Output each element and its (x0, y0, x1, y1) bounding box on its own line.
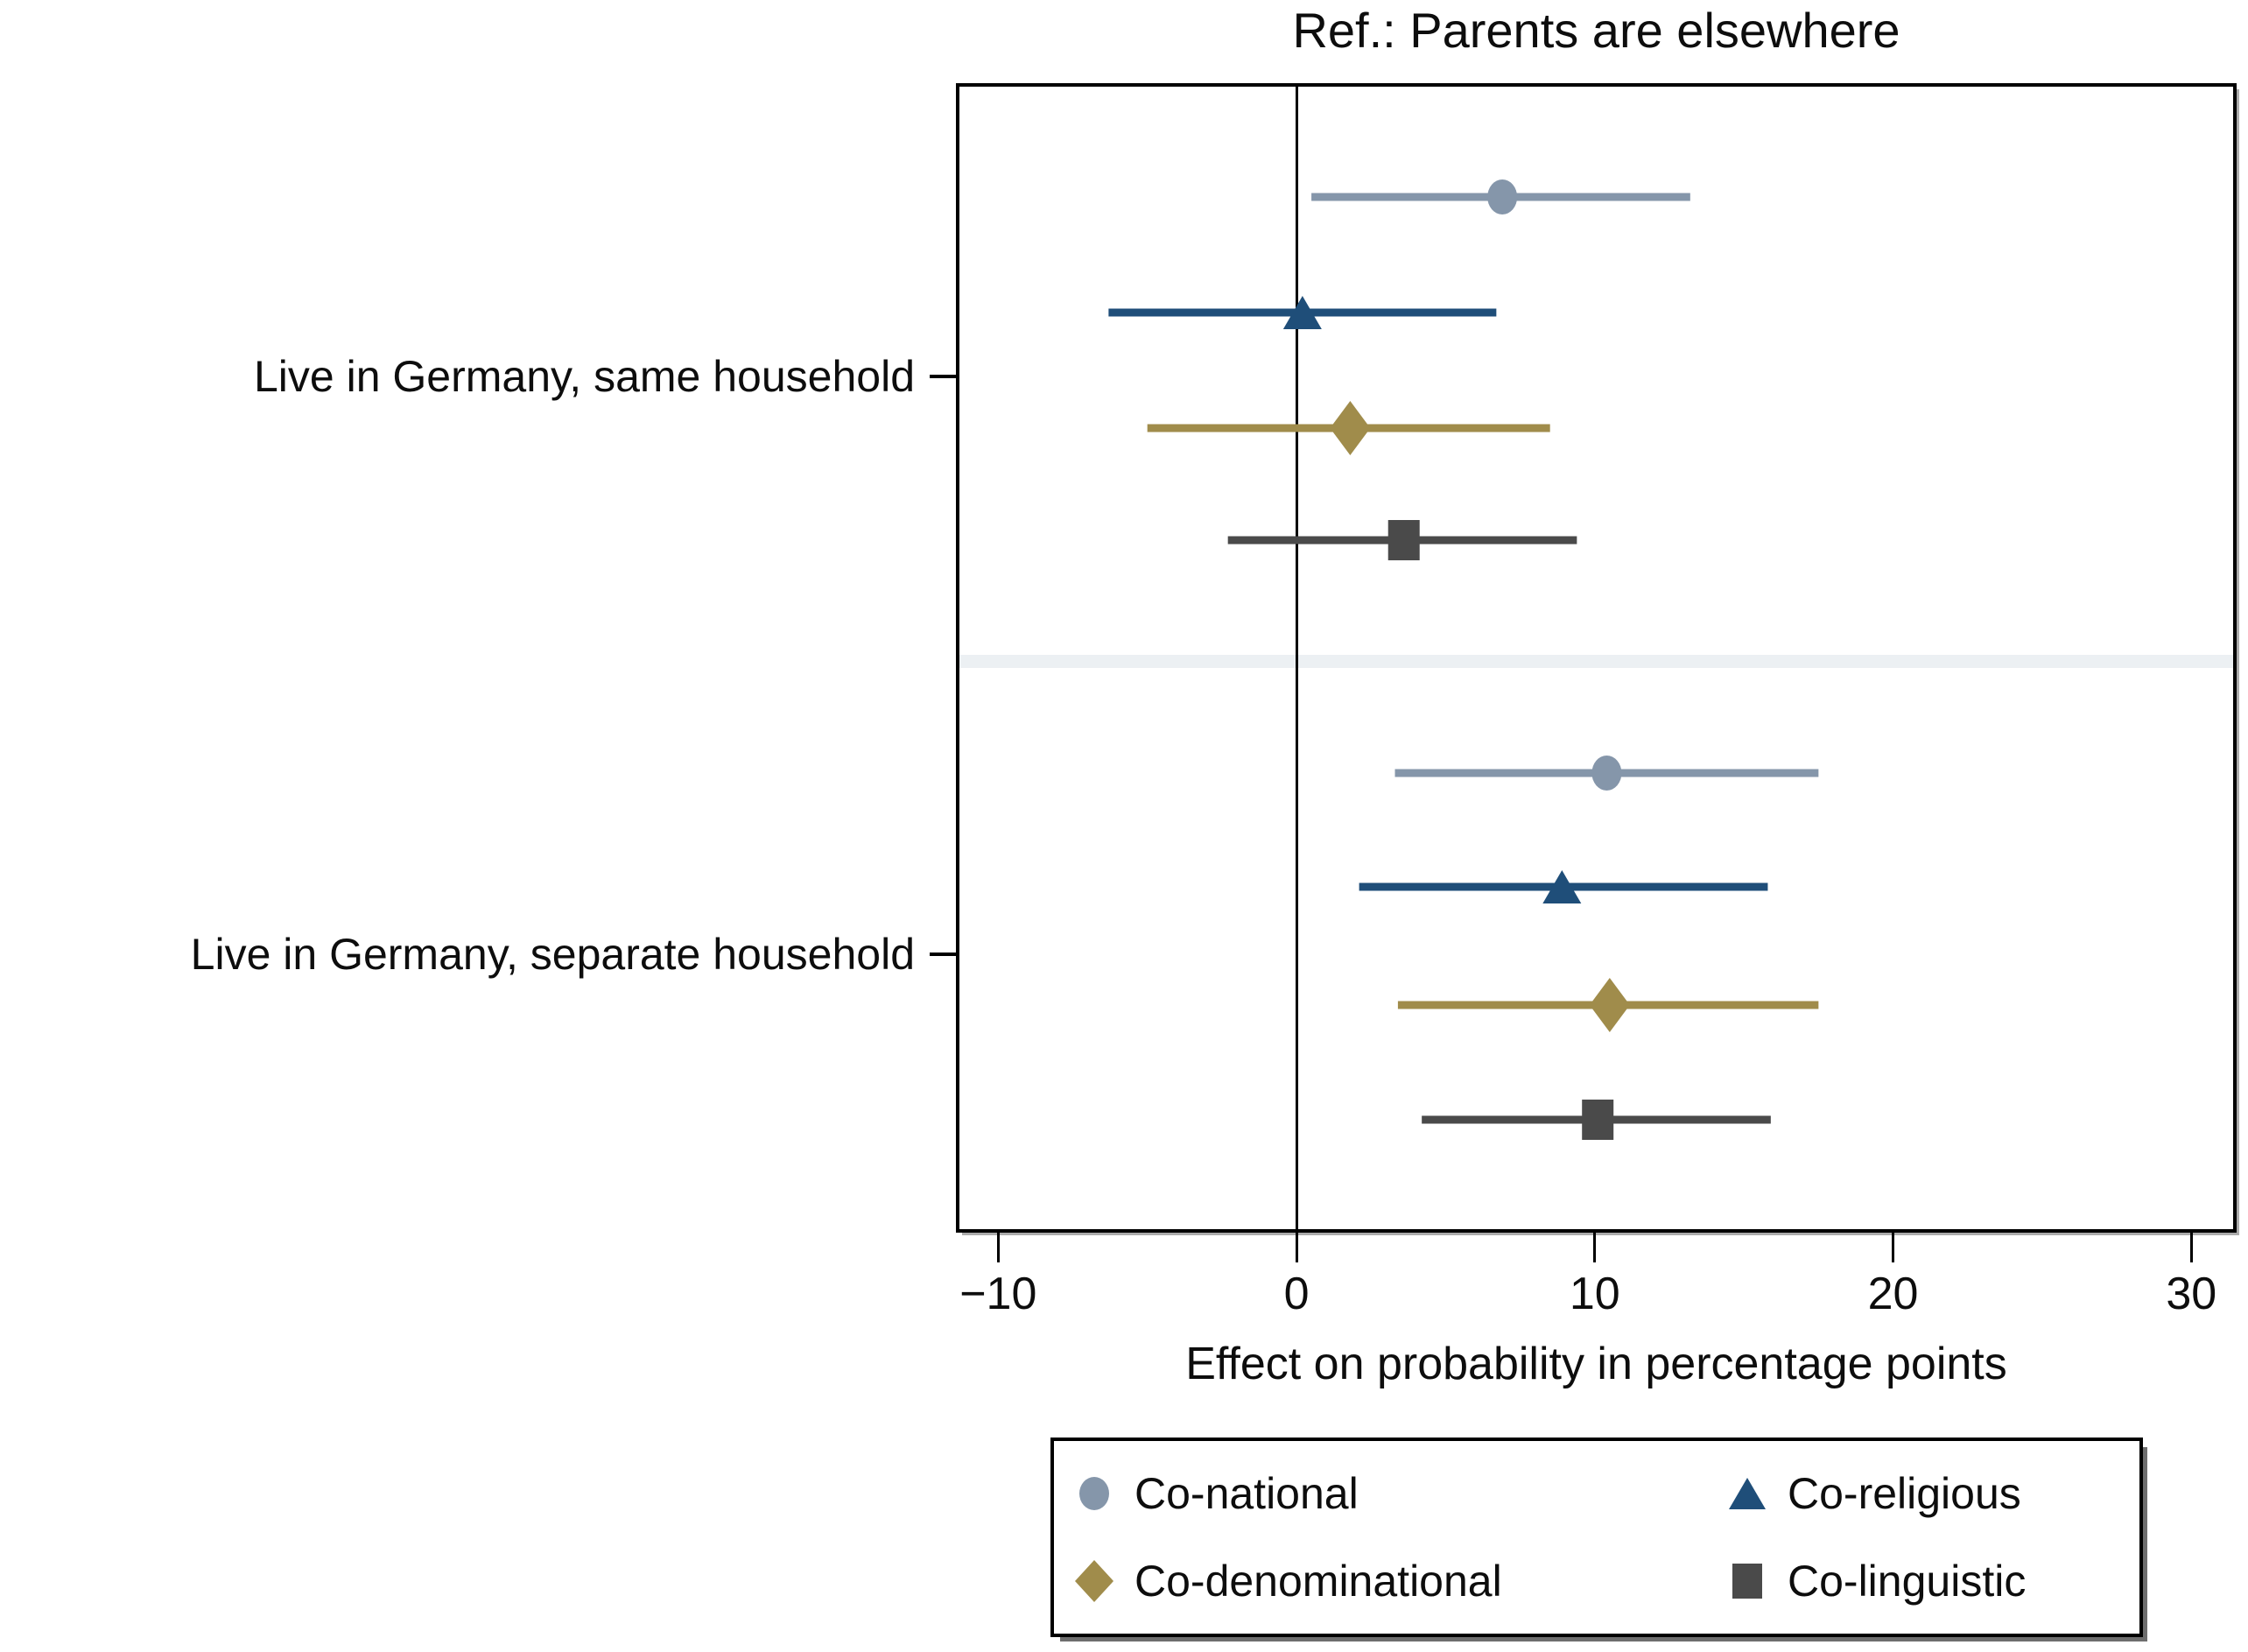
point-estimate-marker (1591, 756, 1622, 791)
co-linguistic-square-icon (1732, 1564, 1762, 1599)
co-national-circle-icon (1079, 1477, 1109, 1510)
zero-reference-line (1295, 87, 1298, 1229)
x-tick-label: −10 (959, 1269, 1037, 1319)
y-axis-label-separate-household: Live in Germany, separate household (190, 930, 915, 979)
co-denominational-diamond-icon (1075, 1560, 1113, 1602)
x-tick (1295, 1233, 1298, 1262)
point-estimate-marker (1487, 179, 1518, 214)
legend-item-co-linguistic: Co-linguistic (1721, 1550, 2026, 1613)
x-tick (1892, 1233, 1895, 1262)
point-estimate-marker (1282, 296, 1322, 329)
legend-label: Co-linguistic (1788, 1557, 2027, 1606)
point-estimate-marker (1387, 520, 1420, 560)
legend-item-co-national: Co-national (1068, 1462, 1359, 1525)
x-axis-title: Effect on probability in percentage poin… (1185, 1339, 2007, 1389)
chart-title: Ref.: Parents are elsewhere (1292, 3, 1900, 58)
x-tick-label: 30 (2166, 1269, 2217, 1319)
y-axis-tick-group2 (930, 953, 956, 956)
x-tick (1593, 1233, 1597, 1262)
x-tick-label: 20 (1867, 1269, 1919, 1319)
legend-label: Co-denominational (1135, 1557, 1502, 1606)
y-axis-label-same-household: Live in Germany, same household (253, 352, 915, 401)
point-estimate-marker (1582, 1100, 1614, 1140)
data-points-layer (1108, 179, 1819, 1140)
legend-label: Co-national (1135, 1469, 1359, 1518)
x-tick-label: 0 (1283, 1269, 1310, 1319)
co-religious-triangle-icon (1729, 1478, 1766, 1509)
x-tick (2189, 1233, 2193, 1262)
plot-area (956, 83, 2237, 1233)
legend-item-co-denominational: Co-denominational (1068, 1550, 1502, 1613)
legend-item-co-religious: Co-religious (1721, 1462, 2021, 1525)
x-tick (996, 1233, 1000, 1262)
group-divider-line (959, 655, 2233, 668)
legend-label: Co-religious (1788, 1469, 2021, 1518)
point-estimate-marker (1589, 978, 1630, 1032)
legend: Co-national Co-religious Co-denomination… (1050, 1438, 2143, 1637)
y-axis-tick-group1 (930, 375, 956, 378)
point-estimate-marker (1330, 401, 1371, 455)
x-tick-label: 10 (1569, 1269, 1620, 1319)
point-estimate-marker (1542, 870, 1582, 903)
